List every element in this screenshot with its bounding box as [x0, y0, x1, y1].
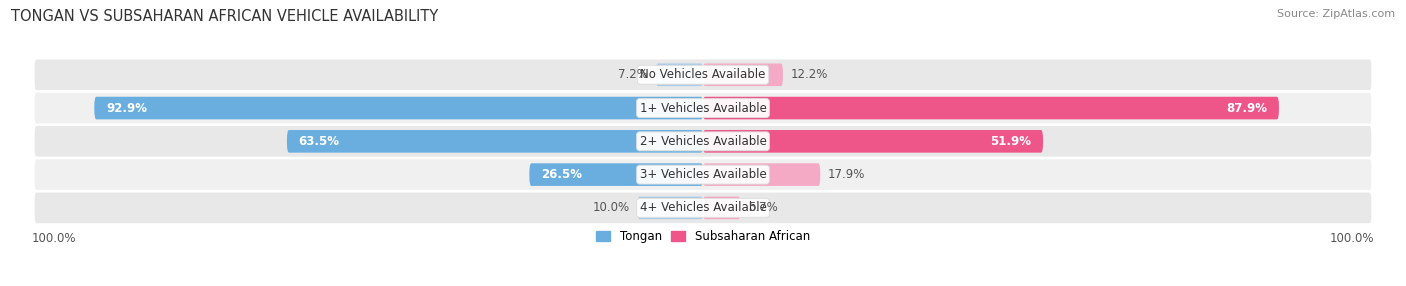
- Text: 10.0%: 10.0%: [592, 201, 630, 214]
- FancyBboxPatch shape: [637, 196, 703, 219]
- Text: Source: ZipAtlas.com: Source: ZipAtlas.com: [1277, 9, 1395, 19]
- Text: 100.0%: 100.0%: [31, 232, 76, 245]
- FancyBboxPatch shape: [655, 63, 703, 86]
- Text: No Vehicles Available: No Vehicles Available: [640, 68, 766, 81]
- FancyBboxPatch shape: [35, 192, 1371, 223]
- Text: 92.9%: 92.9%: [105, 102, 148, 115]
- FancyBboxPatch shape: [94, 97, 703, 119]
- FancyBboxPatch shape: [287, 130, 703, 153]
- Text: 51.9%: 51.9%: [990, 135, 1031, 148]
- Text: 5.7%: 5.7%: [748, 201, 778, 214]
- Text: 7.2%: 7.2%: [619, 68, 648, 81]
- FancyBboxPatch shape: [35, 159, 1371, 190]
- Text: 26.5%: 26.5%: [541, 168, 582, 181]
- FancyBboxPatch shape: [703, 63, 783, 86]
- FancyBboxPatch shape: [703, 130, 1043, 153]
- FancyBboxPatch shape: [35, 126, 1371, 157]
- Text: 1+ Vehicles Available: 1+ Vehicles Available: [640, 102, 766, 115]
- Text: 87.9%: 87.9%: [1226, 102, 1267, 115]
- FancyBboxPatch shape: [35, 93, 1371, 123]
- Text: 12.2%: 12.2%: [790, 68, 828, 81]
- Text: 3+ Vehicles Available: 3+ Vehicles Available: [640, 168, 766, 181]
- FancyBboxPatch shape: [530, 163, 703, 186]
- FancyBboxPatch shape: [35, 59, 1371, 90]
- Text: TONGAN VS SUBSAHARAN AFRICAN VEHICLE AVAILABILITY: TONGAN VS SUBSAHARAN AFRICAN VEHICLE AVA…: [11, 9, 439, 23]
- Text: 63.5%: 63.5%: [298, 135, 340, 148]
- FancyBboxPatch shape: [703, 196, 741, 219]
- Legend: Tongan, Subsaharan African: Tongan, Subsaharan African: [596, 230, 810, 243]
- FancyBboxPatch shape: [703, 163, 820, 186]
- Text: 2+ Vehicles Available: 2+ Vehicles Available: [640, 135, 766, 148]
- FancyBboxPatch shape: [703, 97, 1279, 119]
- Text: 4+ Vehicles Available: 4+ Vehicles Available: [640, 201, 766, 214]
- Text: 17.9%: 17.9%: [828, 168, 866, 181]
- Text: 100.0%: 100.0%: [1330, 232, 1375, 245]
